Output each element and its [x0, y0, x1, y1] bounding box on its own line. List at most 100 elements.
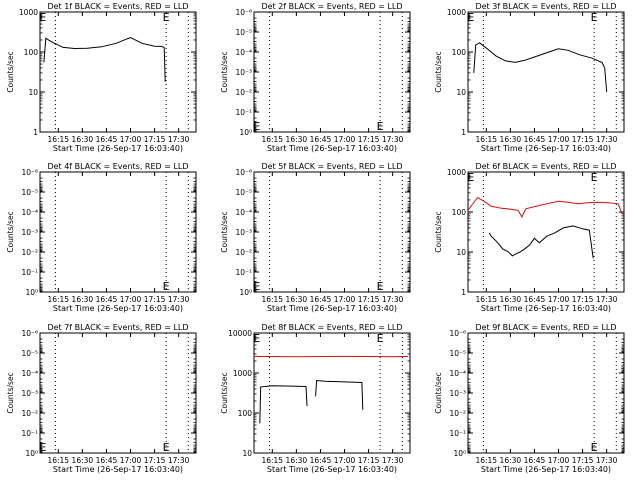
x-tick-label: 16:45 [524, 456, 546, 465]
series-line [315, 379, 364, 410]
y-tick-label: 10 [456, 88, 466, 97]
y-tick-label: 10⁻⁴ [235, 208, 252, 217]
plot-frame [467, 332, 625, 454]
y-tick-label: 10⁻⁵ [235, 28, 252, 37]
y-tick-label: 10⁻¹ [235, 108, 252, 117]
y-tick-label: 10⁻¹ [449, 429, 466, 438]
x-tick-label: 17:00 [548, 295, 570, 304]
y-tick-label: 10⁻³ [21, 228, 38, 237]
y-tick-label: 10⁻² [449, 409, 466, 418]
event-marker: E [253, 280, 260, 293]
y-tick-label: 10⁻³ [449, 389, 466, 398]
x-tick-label: 16:45 [96, 135, 118, 144]
x-tick-label: 16:45 [310, 295, 332, 304]
x-tick-label: 17:15 [572, 135, 594, 144]
y-tick-label: 10⁻¹ [235, 268, 252, 277]
x-tick-label: 17:30 [596, 456, 618, 465]
plot-frame [253, 11, 411, 133]
plot-frame [253, 332, 411, 454]
x-tick-label: 17:30 [382, 295, 404, 304]
y-axis-label: Counts/sec [220, 211, 229, 252]
x-tick-label: 16:30 [72, 135, 94, 144]
y-axis-label: Counts/sec [6, 372, 15, 413]
y-tick-label: 10⁻⁶ [21, 329, 38, 338]
x-axis-label: Start Time (26-Sep-17 16:03:40) [267, 144, 397, 153]
x-tick-label: 17:15 [358, 135, 380, 144]
event-marker: E [253, 332, 260, 345]
x-axis-label: Start Time (26-Sep-17 16:03:40) [53, 304, 183, 313]
y-tick-label: 100 [452, 48, 467, 57]
event-marker: E [253, 120, 260, 133]
x-tick-label: 16:30 [286, 456, 308, 465]
y-tick-label: 10⁰ [25, 449, 38, 458]
series-line [467, 196, 623, 219]
x-tick-label: 17:30 [168, 456, 190, 465]
y-tick-label: 10⁻² [21, 409, 38, 418]
x-tick-label: 16:30 [286, 135, 308, 144]
x-tick-label: 17:00 [334, 135, 356, 144]
y-tick-label: 10⁻⁵ [235, 188, 252, 197]
series-line [259, 385, 308, 424]
event-marker: E [377, 280, 384, 293]
event-marker: E [591, 171, 598, 184]
y-axis-label: Counts/sec [6, 211, 15, 252]
series-line [43, 36, 166, 82]
y-axis-label: Counts/sec [220, 51, 229, 92]
y-tick-label: 10⁻⁶ [235, 168, 252, 177]
x-tick-label: 16:45 [96, 295, 118, 304]
y-tick-label: 10⁻² [235, 248, 252, 257]
x-tick-label: 17:30 [596, 135, 618, 144]
x-tick-label: 17:00 [120, 456, 142, 465]
x-tick-label: 17:15 [144, 295, 166, 304]
y-tick-label: 10⁰ [239, 128, 252, 137]
x-tick-label: 17:00 [548, 456, 570, 465]
x-tick-label: 17:30 [596, 295, 618, 304]
y-tick-label: 10⁻¹ [21, 268, 38, 277]
plot-frame [467, 171, 625, 293]
x-tick-label: 16:30 [286, 295, 308, 304]
event-marker: E [467, 171, 474, 184]
y-tick-label: 1000 [447, 8, 466, 17]
x-tick-label: 17:15 [358, 295, 380, 304]
event-marker: E [377, 120, 384, 133]
y-tick-label: 10⁻⁵ [21, 349, 38, 358]
plot-frame [39, 332, 197, 454]
x-tick-label: 17:00 [548, 135, 570, 144]
chart-title: Det 7f BLACK = Events, RED = LLD [47, 323, 188, 332]
x-tick-label: 16:30 [500, 295, 522, 304]
y-tick-label: 10⁻¹ [21, 429, 38, 438]
y-tick-label: 1 [461, 128, 466, 137]
y-tick-label: 1000 [19, 8, 38, 17]
chart-title: Det 2f BLACK = Events, RED = LLD [261, 2, 402, 11]
y-tick-label: 1000 [447, 168, 466, 177]
y-tick-label: 10⁰ [453, 449, 466, 458]
y-tick-label: 10⁰ [25, 288, 38, 297]
x-tick-label: 17:00 [120, 295, 142, 304]
x-axis-label: Start Time (26-Sep-17 16:03:40) [481, 144, 611, 153]
x-tick-label: 17:00 [334, 295, 356, 304]
x-tick-label: 17:30 [168, 295, 190, 304]
event-marker: E [163, 441, 170, 454]
chart-title: Det 9f BLACK = Events, RED = LLD [475, 323, 616, 332]
y-tick-label: 1000 [233, 369, 252, 378]
event-marker: E [377, 332, 384, 345]
x-axis-label: Start Time (26-Sep-17 16:03:40) [53, 465, 183, 474]
x-tick-label: 16:15 [475, 295, 497, 304]
x-tick-label: 16:45 [96, 456, 118, 465]
x-axis-label: Start Time (26-Sep-17 16:03:40) [481, 465, 611, 474]
series-line [488, 225, 594, 259]
x-tick-label: 16:15 [47, 295, 69, 304]
x-axis-label: Start Time (26-Sep-17 16:03:40) [53, 144, 183, 153]
chart-det6: Det 6f BLACK = Events, RED = LLD 16:15 16:… [434, 162, 625, 313]
x-tick-label: 16:30 [500, 456, 522, 465]
y-tick-label: 10⁻⁶ [449, 329, 466, 338]
y-tick-label: 10⁻⁴ [21, 208, 38, 217]
y-tick-label: 10⁻⁴ [21, 369, 38, 378]
y-tick-label: 10⁻³ [21, 389, 38, 398]
x-axis-label: Start Time (26-Sep-17 16:03:40) [481, 304, 611, 313]
chart-title: Det 6f BLACK = Events, RED = LLD [475, 162, 616, 171]
